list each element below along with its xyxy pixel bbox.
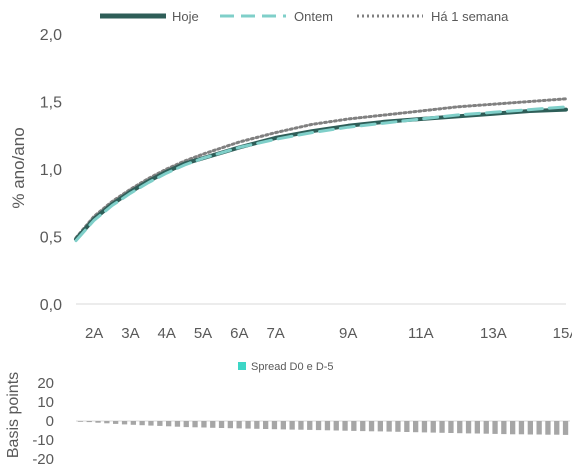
- spread-bar: [315, 421, 322, 431]
- spread-chart: Spread D0 e D-5 Basis points 20 10 0 -10 -20: [5, 361, 570, 466]
- spread-bar: [307, 421, 313, 430]
- spread-y-tick-labels: 20 10 0 -10 -20: [32, 375, 54, 466]
- spread-bar: [483, 421, 489, 434]
- spread-bar: [271, 421, 278, 430]
- spread-bar: [210, 421, 216, 428]
- spread-bar: [298, 421, 304, 430]
- spread-bar: [77, 421, 84, 422]
- spread-y-tick-label: -10: [32, 432, 54, 449]
- x-tick-label: 7A: [266, 325, 284, 342]
- spread-legend-label: Spread D0 e D-5: [251, 361, 334, 373]
- spread-bar: [360, 421, 366, 432]
- legend-label-ha-1-semana: Há 1 semana: [431, 9, 509, 24]
- x-tick-label: 9A: [339, 325, 357, 342]
- spread-bar: [395, 421, 401, 432]
- spread-y-tick-label: 10: [37, 394, 54, 411]
- x-tick-label: 3A: [121, 325, 139, 342]
- spread-bar: [430, 421, 436, 433]
- spread-bar: [201, 421, 207, 428]
- spread-bar: [218, 421, 225, 428]
- spread-legend-swatch: [238, 362, 246, 370]
- spread-bar: [448, 421, 454, 433]
- spread-bar: [254, 421, 260, 429]
- spread-bar: [368, 421, 375, 432]
- spread-y-axis-label: Basis points: [5, 372, 22, 458]
- y-tick-labels: 0,0 0,5 1,0 1,5 2,0: [40, 27, 62, 314]
- spread-bar: [174, 421, 181, 427]
- y-tick-label: 0,5: [40, 230, 62, 247]
- spread-y-tick-label: 20: [37, 375, 54, 392]
- series-line-h-1-semana: [74, 97, 568, 240]
- spread-bar: [457, 421, 463, 434]
- spread-bar: [130, 421, 136, 425]
- y-axis-label: % ano/ano: [9, 127, 28, 208]
- spread-bar: [289, 421, 295, 430]
- x-tick-label: 2A: [85, 325, 103, 342]
- spread-bar: [492, 421, 498, 434]
- x-tick-label: 15A: [553, 325, 572, 342]
- y-tick-label: 2,0: [40, 27, 62, 44]
- spread-bar: [439, 421, 445, 433]
- spread-bar: [465, 421, 472, 434]
- x-tick-label: 6A: [230, 325, 248, 342]
- spread-bar: [342, 421, 348, 431]
- spread-bar: [527, 421, 533, 435]
- series-lines: [74, 97, 568, 243]
- spread-bar: [377, 421, 383, 432]
- spread-bar: [545, 421, 551, 435]
- spread-y-tick-label: 0: [46, 413, 54, 430]
- y-tick-label: 0,0: [40, 297, 62, 314]
- x-tick-label: 5A: [194, 325, 212, 342]
- x-tick-label: 13A: [480, 325, 507, 342]
- spread-bar: [518, 421, 525, 435]
- spread-bar: [104, 421, 110, 424]
- spread-bar: [474, 421, 480, 434]
- spread-bar: [236, 421, 242, 429]
- x-tick-labels: 2A 3A 4A 5A 6A 7A 9A 11A 13A 15A: [85, 325, 572, 342]
- spread-bar: [421, 421, 428, 433]
- legend-label-hoje: Hoje: [172, 9, 199, 24]
- y-tick-label: 1,0: [40, 162, 62, 179]
- spread-bar: [351, 421, 357, 431]
- x-tick-label: 4A: [158, 325, 176, 342]
- spread-bar: [554, 421, 560, 435]
- spread-y-tick-label: -20: [32, 451, 54, 466]
- spread-bar: [95, 421, 101, 423]
- spread-bar: [139, 421, 145, 426]
- spread-bar: [501, 421, 507, 435]
- spread-bar: [192, 421, 198, 428]
- spread-bar: [404, 421, 410, 432]
- spread-bar: [562, 421, 569, 435]
- yield-curve-chart: Hoje Ontem Há 1 semana % ano/ano 0,0 0,5 1…: [9, 9, 572, 342]
- spread-bar: [121, 421, 128, 425]
- legend-label-ontem: Ontem: [294, 9, 333, 24]
- x-tick-label: 11A: [408, 325, 434, 342]
- spread-bar: [86, 421, 92, 423]
- spread-bar: [324, 421, 331, 431]
- spread-bar: [280, 421, 286, 430]
- spread-bars: [77, 421, 569, 435]
- spread-bar: [157, 421, 163, 426]
- spread-bar: [386, 421, 392, 432]
- spread-bar: [166, 421, 172, 427]
- spread-bar: [536, 421, 542, 435]
- spread-bar: [227, 421, 233, 429]
- spread-bar: [245, 421, 251, 429]
- spread-bar: [333, 421, 339, 431]
- spread-bar: [413, 421, 419, 433]
- spread-bar: [148, 421, 154, 426]
- y-tick-label: 1,5: [40, 95, 62, 112]
- series-line-hoje: [74, 107, 568, 242]
- main-legend: Hoje Ontem Há 1 semana: [100, 9, 509, 24]
- spread-bar: [263, 421, 269, 429]
- spread-bar: [113, 421, 119, 424]
- spread-bar: [183, 421, 189, 428]
- series-line-ontem: [74, 105, 568, 243]
- spread-bar: [510, 421, 516, 435]
